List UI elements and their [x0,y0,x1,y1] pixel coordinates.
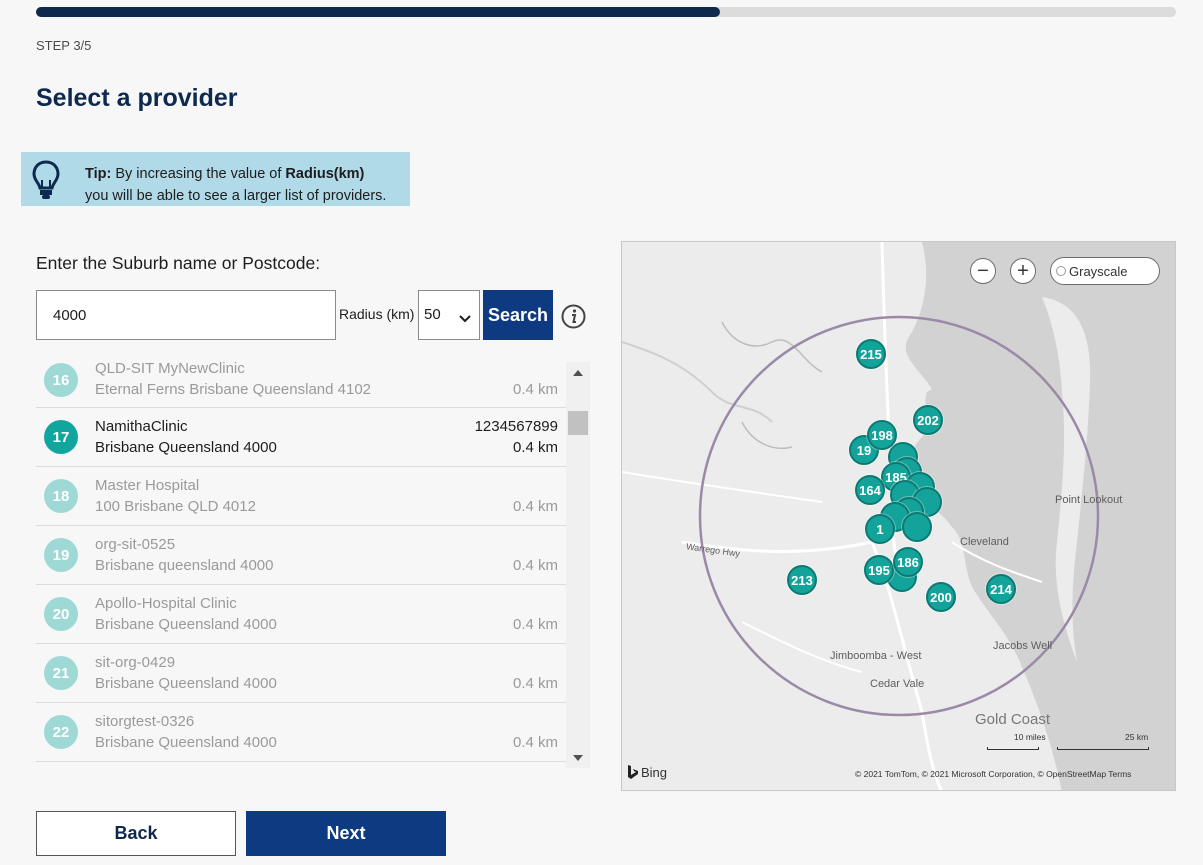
search-label: Enter the Suburb name or Postcode: [36,253,321,273]
scroll-down-arrow-icon[interactable] [573,755,583,761]
provider-number-badge: 19 [44,538,78,572]
map-cluster[interactable]: 164 [855,475,885,505]
provider-number-badge: 21 [44,656,78,690]
map-label-gold-coast: Gold Coast [975,711,1051,728]
provider-phone: 1234567899 [474,418,558,435]
provider-list-item[interactable]: 16 QLD-SIT MyNewClinic Eternal Ferns Brisb… [36,352,566,408]
tip-prefix: Tip: [85,166,112,182]
map-style-label: Grayscale [1069,264,1128,279]
progress-fill [36,7,720,17]
map-style-button[interactable]: Grayscale [1050,257,1160,285]
step-indicator: STEP 3/5 [36,38,92,53]
provider-address: Brisbane Queensland 4000 [95,616,277,633]
provider-distance: 0.4 km [512,616,558,633]
provider-distance: 0.4 km [512,734,558,751]
tip-text-after: you will be able to see a larger list of… [85,188,387,204]
chevron-down-icon [459,310,471,327]
map-cluster[interactable]: 215 [856,339,886,369]
bing-icon [628,765,638,779]
map-cluster[interactable]: 1 [865,514,895,544]
map-label-jimboomba: Jimboomba - West [830,650,922,662]
provider-name: QLD-SIT MyNewClinic [95,360,245,377]
provider-distance: 0.4 km [512,498,558,515]
provider-number-badge: 20 [44,597,78,631]
zoom-in-button[interactable]: + [1010,258,1036,284]
provider-distance: 0.4 km [512,557,558,574]
back-button[interactable]: Back [36,811,236,856]
provider-address: Brisbane Queensland 4000 [95,675,277,692]
map-cluster[interactable]: 186 [893,547,923,577]
map-label-point-lookout: Point Lookout [1055,494,1123,506]
map-cluster[interactable] [902,512,932,542]
lightbulb-icon [31,159,61,206]
map-label-cedar-vale: Cedar Vale [870,678,925,690]
bing-label: Bing [641,764,668,780]
provider-distance: 0.4 km [512,381,558,398]
map-cluster[interactable]: 200 [926,582,956,612]
zoom-out-button[interactable]: − [970,258,996,284]
bing-logo[interactable]: Bing [627,764,667,780]
provider-name: Master Hospital [95,477,200,494]
radius-label: Radius (km) [339,306,415,322]
map-cluster[interactable]: 195 [864,555,894,585]
tip-highlight: Radius(km) [285,166,365,182]
info-icon[interactable] [561,304,586,334]
provider-list-item[interactable]: 17 NamithaClinic Brisbane Queensland 4000 1… [36,408,566,467]
provider-number-badge: 16 [44,363,78,397]
next-button[interactable]: Next [246,811,446,856]
provider-name: sitorgtest-0326 [95,713,195,730]
provider-number-badge: 18 [44,479,78,513]
provider-name: NamithaClinic [95,418,188,435]
provider-name: Apollo-Hospital Clinic [95,595,237,612]
provider-address: Brisbane Queensland 4000 [95,734,277,751]
map-copyright[interactable]: © 2021 TomTom, © 2021 Microsoft Corporat… [855,769,1132,779]
tip-text-before: By increasing the value of [111,166,286,182]
provider-list: 16 QLD-SIT MyNewClinic Eternal Ferns Brisb… [36,352,566,764]
provider-name: sit-org-0429 [95,654,176,671]
provider-list-item[interactable]: 18 Master Hospital 100 Brisbane QLD 4012 0.… [36,467,566,526]
radius-select[interactable]: 50 [418,290,480,340]
scroll-thumb[interactable] [568,411,588,435]
provider-number-badge: 22 [44,715,78,749]
map-label-jacobs-well: Jacobs Well [993,640,1053,652]
provider-address: 100 Brisbane QLD 4012 [95,498,256,515]
map-cluster[interactable]: 202 [913,405,943,435]
radius-value: 50 [424,306,441,323]
list-scrollbar[interactable] [566,362,590,768]
provider-list-item[interactable]: 22 sitorgtest-0326 Brisbane Queensland 400… [36,703,566,762]
scale-miles: 10 miles [1014,732,1046,742]
provider-address: Eternal Ferns Brisbane Queensland 4102 [95,381,372,398]
provider-name: org-sit-0525 [95,536,176,553]
scale-bar-miles [987,747,1039,750]
provider-address: Brisbane Queensland 4000 [95,439,277,456]
map-cluster[interactable]: 19 [849,435,879,465]
scroll-up-arrow-icon[interactable] [573,370,583,376]
provider-address: Brisbane queensland 4000 [95,557,274,574]
provider-map[interactable]: − + Grayscale Point Lookout Cleveland Ja… [621,241,1176,791]
page-title: Select a provider [36,84,238,112]
provider-distance: 0.4 km [512,675,558,692]
provider-list-item[interactable]: 21 sit-org-0429 Brisbane Queensland 4000 0.… [36,644,566,703]
map-label-cleveland: Cleveland [960,536,1009,548]
map-cluster[interactable]: 198 [867,420,897,450]
provider-list-item[interactable]: 20 Apollo-Hospital Clinic Brisbane Queensl… [36,585,566,644]
provider-distance: 0.4 km [512,439,558,456]
scale-bar-km [1057,747,1149,750]
tip-text: Tip: By increasing the value of Radius(k… [85,163,386,207]
map-cluster[interactable]: 214 [986,574,1016,604]
map-cluster[interactable]: 213 [787,565,817,595]
scale-km: 25 km [1125,732,1149,742]
provider-number-badge: 17 [44,420,78,454]
postcode-input[interactable] [36,290,336,340]
provider-list-item[interactable]: 19 org-sit-0525 Brisbane queensland 4000 0.… [36,526,566,585]
progress-bar [36,7,1176,17]
map-style-icon [1056,266,1066,276]
map-basemap [622,242,1175,790]
search-button[interactable]: Search [483,290,553,340]
tip-box: Tip: By increasing the value of Radius(k… [21,152,410,206]
search-radius-circle [698,315,1100,717]
